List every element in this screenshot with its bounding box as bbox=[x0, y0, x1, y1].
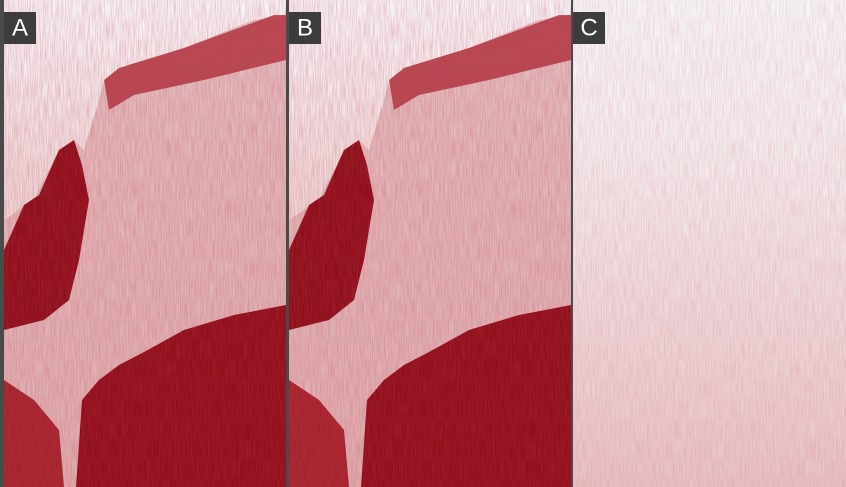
figure: A B C bbox=[0, 0, 846, 487]
label-text: C bbox=[580, 14, 597, 41]
panel-label-c: C bbox=[573, 12, 605, 44]
panel-b-image bbox=[289, 0, 571, 487]
label-text: A bbox=[12, 14, 28, 41]
panel-c-image bbox=[573, 0, 846, 487]
label-text: B bbox=[297, 14, 313, 41]
panel-label-b: B bbox=[289, 12, 321, 44]
panel-label-a: A bbox=[4, 12, 36, 44]
panel-a-image bbox=[4, 0, 286, 487]
